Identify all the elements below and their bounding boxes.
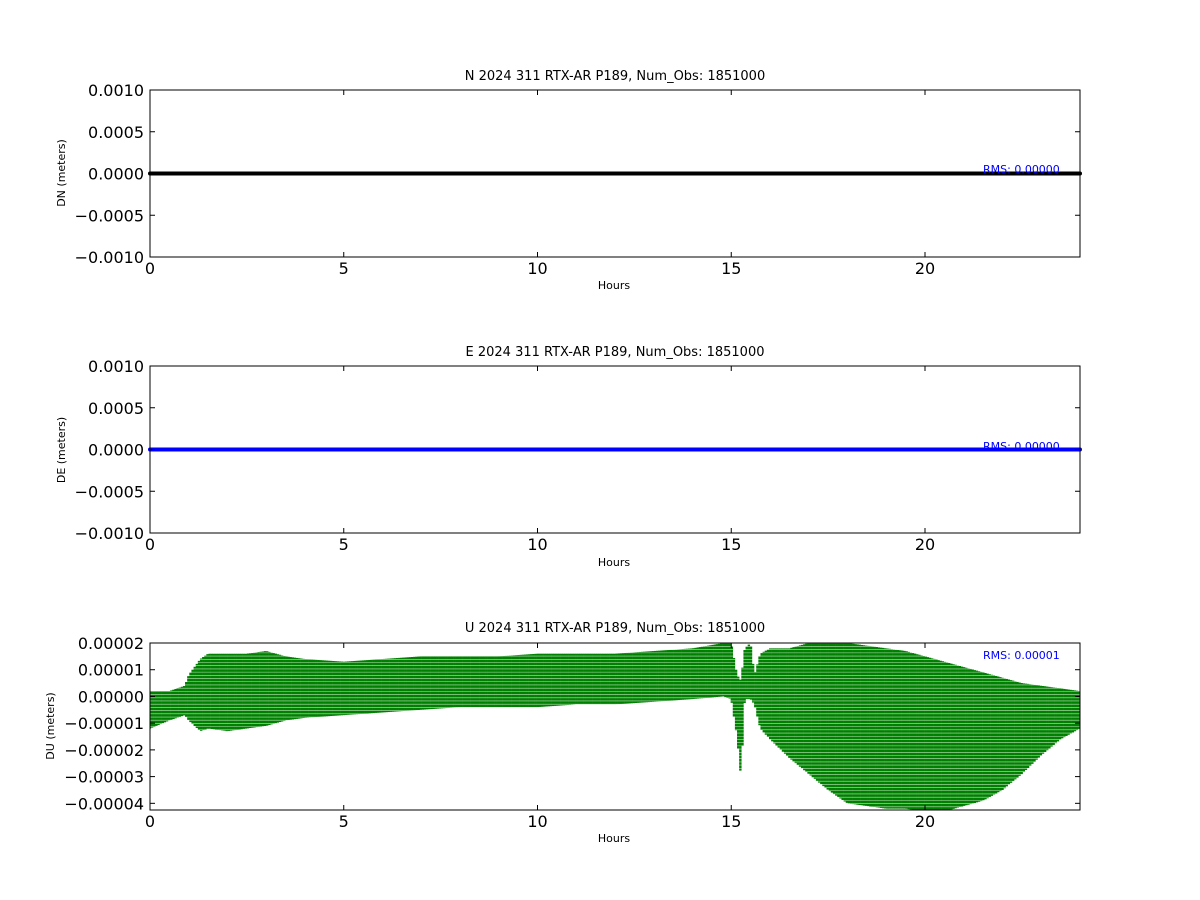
x-axis-label-e: Hours [598,556,630,569]
data-point [225,447,230,452]
x-tick-label: 0 [145,812,155,831]
data-point [1000,171,1005,176]
y-tick-label: −0.0010 [75,248,144,267]
rms-annotation-u: RMS: 0.00001 [983,649,1060,662]
chart-panel-e: E 2024 311 RTX-AR P189, Num_Obs: 1851000… [55,345,1082,569]
y-tick-label: 0.00000 [78,687,144,706]
y-tick-label: −0.00004 [64,794,144,813]
data-point [458,447,462,452]
x-tick-label: 15 [721,535,741,554]
rms-annotation-n: RMS: 0.00000 [983,163,1060,176]
data-point [768,171,772,176]
data-point [380,171,385,176]
y-axis-label-u: DU (meters) [44,692,57,759]
chart-panel-u: U 2024 311 RTX-AR P189, Num_Obs: 1851000… [44,621,1081,845]
chart-panel-n: N 2024 311 RTX-AR P189, Num_Obs: 1851000… [55,69,1082,292]
chart-title-e: E 2024 311 RTX-AR P189, Num_Obs: 1851000 [466,345,765,360]
x-tick-label: 20 [915,812,935,831]
x-tick-label: 0 [145,259,155,278]
y-tick-label: −0.0005 [75,206,144,225]
data-point [303,447,307,452]
x-tick-label: 15 [721,259,741,278]
x-tick-label: 10 [527,812,547,831]
data-point [845,171,850,176]
data-point [303,171,307,176]
x-tick-label: 5 [339,259,349,278]
data-point [535,171,540,176]
y-tick-label: 0.0000 [88,441,144,460]
y-tick-label: 0.00001 [78,661,144,680]
y-tick-label: 0.0005 [88,399,144,418]
x-tick-label: 0 [145,535,155,554]
y-axis-label-e: DE (meters) [55,417,68,483]
data-point [380,447,385,452]
data-point [1000,447,1005,452]
y-tick-label: 0.0010 [88,357,144,376]
y-tick-label: −0.0010 [75,524,144,543]
data-scatter-u [150,643,1080,810]
y-tick-label: 0.00002 [78,634,144,653]
data-point [768,447,772,452]
y-tick-label: −0.00001 [64,714,144,733]
y-tick-label: −0.00002 [64,741,144,760]
x-tick-label: 10 [527,259,547,278]
data-line-n [148,171,1082,176]
y-tick-label: 0.0010 [88,81,144,100]
data-point [458,171,462,176]
x-tick-label: 10 [527,535,547,554]
x-axis-label-u: Hours [598,832,630,845]
chart-title-n: N 2024 311 RTX-AR P189, Num_Obs: 1851000 [465,69,765,84]
data-point [613,447,617,452]
x-tick-label: 20 [915,259,935,278]
y-tick-label: 0.0000 [88,165,144,184]
plot-frame-u [149,642,1081,811]
data-point [535,447,540,452]
data-point [845,447,850,452]
y-tick-label: −0.0005 [75,482,144,501]
data-line-e [148,447,1082,452]
y-axis-label-n: DN (meters) [55,139,68,207]
y-tick-label: −0.00003 [64,768,144,787]
y-tick-label: 0.0005 [88,123,144,142]
x-tick-label: 15 [721,812,741,831]
data-point [923,171,927,176]
x-tick-label: 5 [339,535,349,554]
rms-annotation-e: RMS: 0.00000 [983,440,1060,453]
x-tick-label: 20 [915,535,935,554]
data-point [225,171,230,176]
chart-title-u: U 2024 311 RTX-AR P189, Num_Obs: 1851000 [465,621,765,636]
x-axis-label-n: Hours [598,279,630,292]
data-point [690,171,695,176]
data-point [690,447,695,452]
x-tick-label: 5 [339,812,349,831]
data-point [923,447,927,452]
data-point [613,171,617,176]
